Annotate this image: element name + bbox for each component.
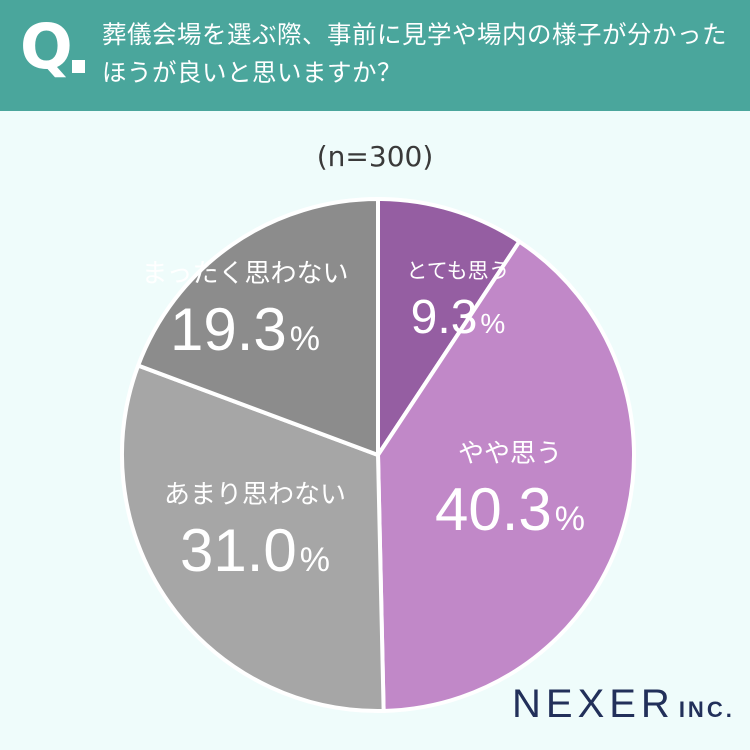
logo-name: NEXER: [512, 682, 675, 726]
slice-label: まったく思わない: [142, 259, 349, 289]
slice-label: やや思う: [458, 439, 562, 469]
question-header: Q 葬儀会場を選ぶ際、事前に見学や場内の様子が分かったほうが良いと思いますか？: [0, 0, 750, 111]
pie-slice: [136, 197, 380, 457]
slice-value: 19.3%: [170, 296, 320, 363]
logo-suffix: INC.: [678, 697, 735, 722]
pie-slice: [376, 197, 522, 457]
slice-label: とても思う: [406, 259, 509, 283]
slice-label: あまり思わない: [164, 480, 346, 510]
slice-value: 40.3%: [435, 476, 585, 543]
question-q-mark: Q: [20, 10, 73, 83]
slice-value: 9.3%: [411, 291, 506, 344]
pie-slice: [120, 363, 386, 713]
pie-slice: [376, 239, 636, 713]
question-q-dot: [72, 60, 85, 73]
sample-size: (n=300): [316, 140, 434, 173]
slice-value: 31.0%: [180, 517, 330, 584]
question-text: 葬儀会場を選ぶ際、事前に見学や場内の様子が分かったほうが良いと思いますか？: [102, 20, 727, 87]
nexer-logo: NEXER INC.: [512, 684, 735, 724]
